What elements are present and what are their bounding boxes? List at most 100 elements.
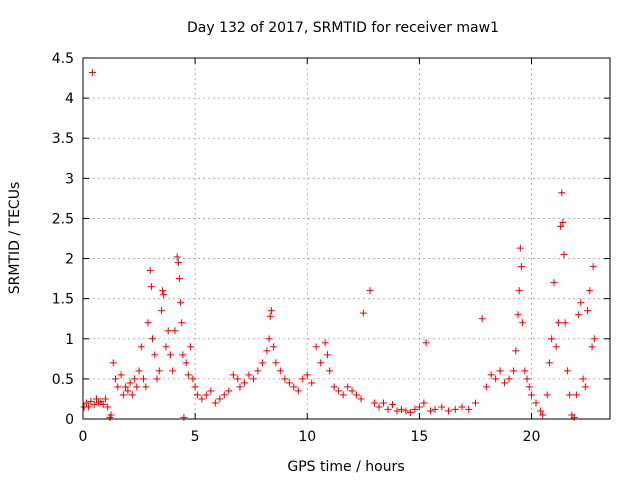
data-point	[572, 391, 580, 399]
data-point	[451, 405, 459, 413]
data-point	[575, 311, 583, 319]
data-point	[119, 391, 127, 399]
data-point	[249, 375, 257, 383]
data-point	[515, 287, 523, 295]
data-point	[169, 367, 177, 375]
data-point	[126, 379, 134, 387]
data-point	[236, 383, 244, 391]
data-point	[335, 387, 343, 395]
data-point	[438, 403, 446, 411]
data-point	[240, 379, 248, 387]
data-point	[281, 375, 289, 383]
data-point	[133, 383, 141, 391]
data-point	[137, 343, 145, 351]
data-point	[415, 403, 423, 411]
plot-frame	[82, 57, 611, 420]
data-point	[528, 391, 536, 399]
data-point	[380, 399, 388, 407]
data-point	[420, 399, 428, 407]
data-point	[220, 391, 228, 399]
data-point	[519, 319, 527, 327]
data-point	[536, 407, 544, 415]
data-point	[88, 68, 96, 76]
data-point	[193, 391, 201, 399]
data-point	[317, 359, 325, 367]
data-point	[107, 411, 115, 419]
data-point	[344, 383, 352, 391]
data-point	[160, 291, 168, 299]
y-tick-label: 1	[65, 332, 74, 348]
data-point	[162, 343, 170, 351]
x-axis: 0 5 10 15 20	[79, 58, 540, 445]
data-point	[330, 383, 338, 391]
data-point	[184, 371, 192, 379]
x-tick-label: 0	[79, 429, 88, 445]
data-point	[348, 387, 356, 395]
data-point	[147, 283, 155, 291]
data-point	[353, 391, 361, 399]
data-point	[131, 375, 139, 383]
data-point	[471, 399, 479, 407]
data-point	[422, 339, 430, 347]
data-point	[272, 359, 280, 367]
data-point	[166, 351, 174, 359]
data-point	[586, 287, 594, 295]
data-point	[566, 391, 574, 399]
data-point	[496, 367, 504, 375]
data-point	[114, 383, 122, 391]
data-point	[187, 343, 195, 351]
data-point	[550, 279, 558, 287]
data-point	[202, 391, 210, 399]
data-point	[174, 259, 182, 267]
data-point	[263, 347, 271, 355]
data-point	[366, 287, 374, 295]
x-tick-label: 15	[410, 429, 428, 445]
data-point	[175, 275, 183, 283]
data-point	[584, 307, 592, 315]
data-point	[285, 379, 293, 387]
data-point	[326, 367, 334, 375]
data-point	[117, 371, 125, 379]
chart-title: Day 132 of 2017, SRMTID for receiver maw…	[187, 20, 499, 36]
y-tick-label: 3	[65, 171, 74, 187]
data-point	[180, 413, 188, 421]
data-point	[303, 371, 311, 379]
data-point	[153, 375, 161, 383]
data-point	[577, 299, 585, 307]
data-points	[80, 68, 598, 421]
data-point	[135, 367, 143, 375]
data-point	[234, 375, 242, 383]
data-point	[487, 371, 495, 379]
data-point	[588, 343, 596, 351]
data-point	[559, 218, 567, 226]
y-tick-label: 4	[65, 91, 74, 107]
data-point	[191, 383, 199, 391]
data-point	[525, 383, 533, 391]
data-point	[290, 383, 298, 391]
data-point	[388, 401, 396, 409]
data-point	[265, 335, 273, 343]
data-point	[225, 387, 233, 395]
data-point	[357, 395, 365, 403]
data-point	[178, 319, 186, 327]
data-point	[308, 379, 316, 387]
data-point	[85, 403, 93, 411]
data-point	[122, 383, 130, 391]
data-point	[229, 371, 237, 379]
data-point	[112, 375, 120, 383]
data-point	[270, 343, 278, 351]
data-point	[554, 319, 562, 327]
data-point	[216, 395, 224, 403]
data-point	[445, 407, 453, 415]
data-point	[299, 375, 307, 383]
y-axis: 0 0.5 1 1.5 2 2.5 3 3.5 4 4.5	[52, 51, 610, 428]
data-point	[321, 339, 329, 347]
data-point	[151, 351, 159, 359]
data-point	[294, 387, 302, 395]
data-point	[478, 315, 486, 323]
data-point	[545, 359, 553, 367]
data-point	[90, 401, 98, 409]
data-point	[171, 327, 179, 335]
data-point	[173, 253, 181, 261]
